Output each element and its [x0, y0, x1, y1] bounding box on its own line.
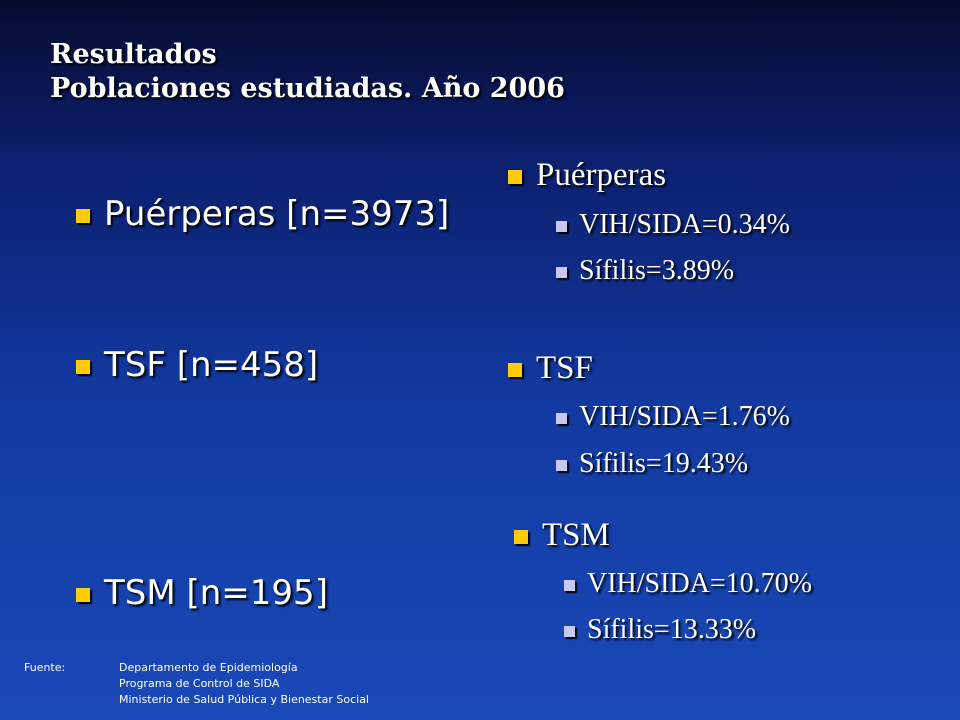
- footer-line: Departamento de Epidemiología: [119, 661, 298, 674]
- group-item: Sífilis=19.43%: [556, 448, 748, 480]
- bullet-square-icon: [76, 359, 90, 374]
- group-item: VIH/SIDA=10.70%: [564, 568, 812, 600]
- group-heading-label: Puérperas: [536, 157, 667, 193]
- bullet-small-icon: [556, 460, 567, 472]
- bullet-small-icon: [556, 221, 567, 233]
- footer-line: Ministerio de Salud Pública y Bienestar …: [119, 693, 369, 706]
- group-item: Sífilis=3.89%: [556, 255, 734, 287]
- title-line-2: Poblaciones estudiadas. Año 2006: [50, 73, 565, 104]
- footer-line: Programa de Control de SIDA: [119, 677, 280, 690]
- left-item-tsf: TSF [n=458]: [76, 345, 318, 385]
- bullet-square-icon: [76, 208, 90, 223]
- bullet-square-icon: [514, 530, 528, 545]
- group-item: Sífilis=13.33%: [564, 614, 756, 646]
- group-item-label: Sífilis=3.89%: [579, 255, 735, 286]
- bullet-small-icon: [564, 580, 575, 592]
- group-heading-tsf: TSF: [508, 350, 593, 387]
- group-heading-label: TSF: [536, 350, 593, 386]
- group-heading-label: TSM: [542, 517, 610, 553]
- bullet-square-icon: [76, 587, 90, 602]
- group-item-label: VIH/SIDA=0.34%: [579, 209, 790, 240]
- left-item-tsm: TSM [n=195]: [76, 573, 328, 613]
- footer-label: Fuente:: [24, 661, 66, 674]
- left-item-label: TSF [n=458]: [104, 345, 319, 385]
- group-item-label: VIH/SIDA=1.76%: [579, 401, 790, 432]
- bullet-small-icon: [564, 626, 575, 638]
- group-item-label: Sífilis=19.43%: [579, 448, 749, 479]
- bullet-small-icon: [556, 267, 567, 279]
- left-item-puerperas: Puérperas [n=3973]: [76, 194, 449, 234]
- group-item: VIH/SIDA=1.76%: [556, 401, 790, 433]
- group-item-label: Sífilis=13.33%: [587, 614, 757, 645]
- bullet-small-icon: [556, 413, 567, 425]
- slide-title: Resultados Poblaciones estudiadas. Año 2…: [50, 38, 565, 106]
- title-line-1: Resultados: [50, 39, 217, 70]
- left-item-label: Puérperas [n=3973]: [104, 194, 450, 234]
- left-item-label: TSM [n=195]: [104, 573, 328, 613]
- group-item: VIH/SIDA=0.34%: [556, 209, 790, 241]
- bullet-square-icon: [508, 363, 522, 378]
- bullet-square-icon: [508, 170, 522, 185]
- group-item-label: VIH/SIDA=10.70%: [587, 568, 812, 599]
- group-heading-tsm: TSM: [514, 517, 610, 554]
- group-heading-puerperas: Puérperas: [508, 157, 666, 194]
